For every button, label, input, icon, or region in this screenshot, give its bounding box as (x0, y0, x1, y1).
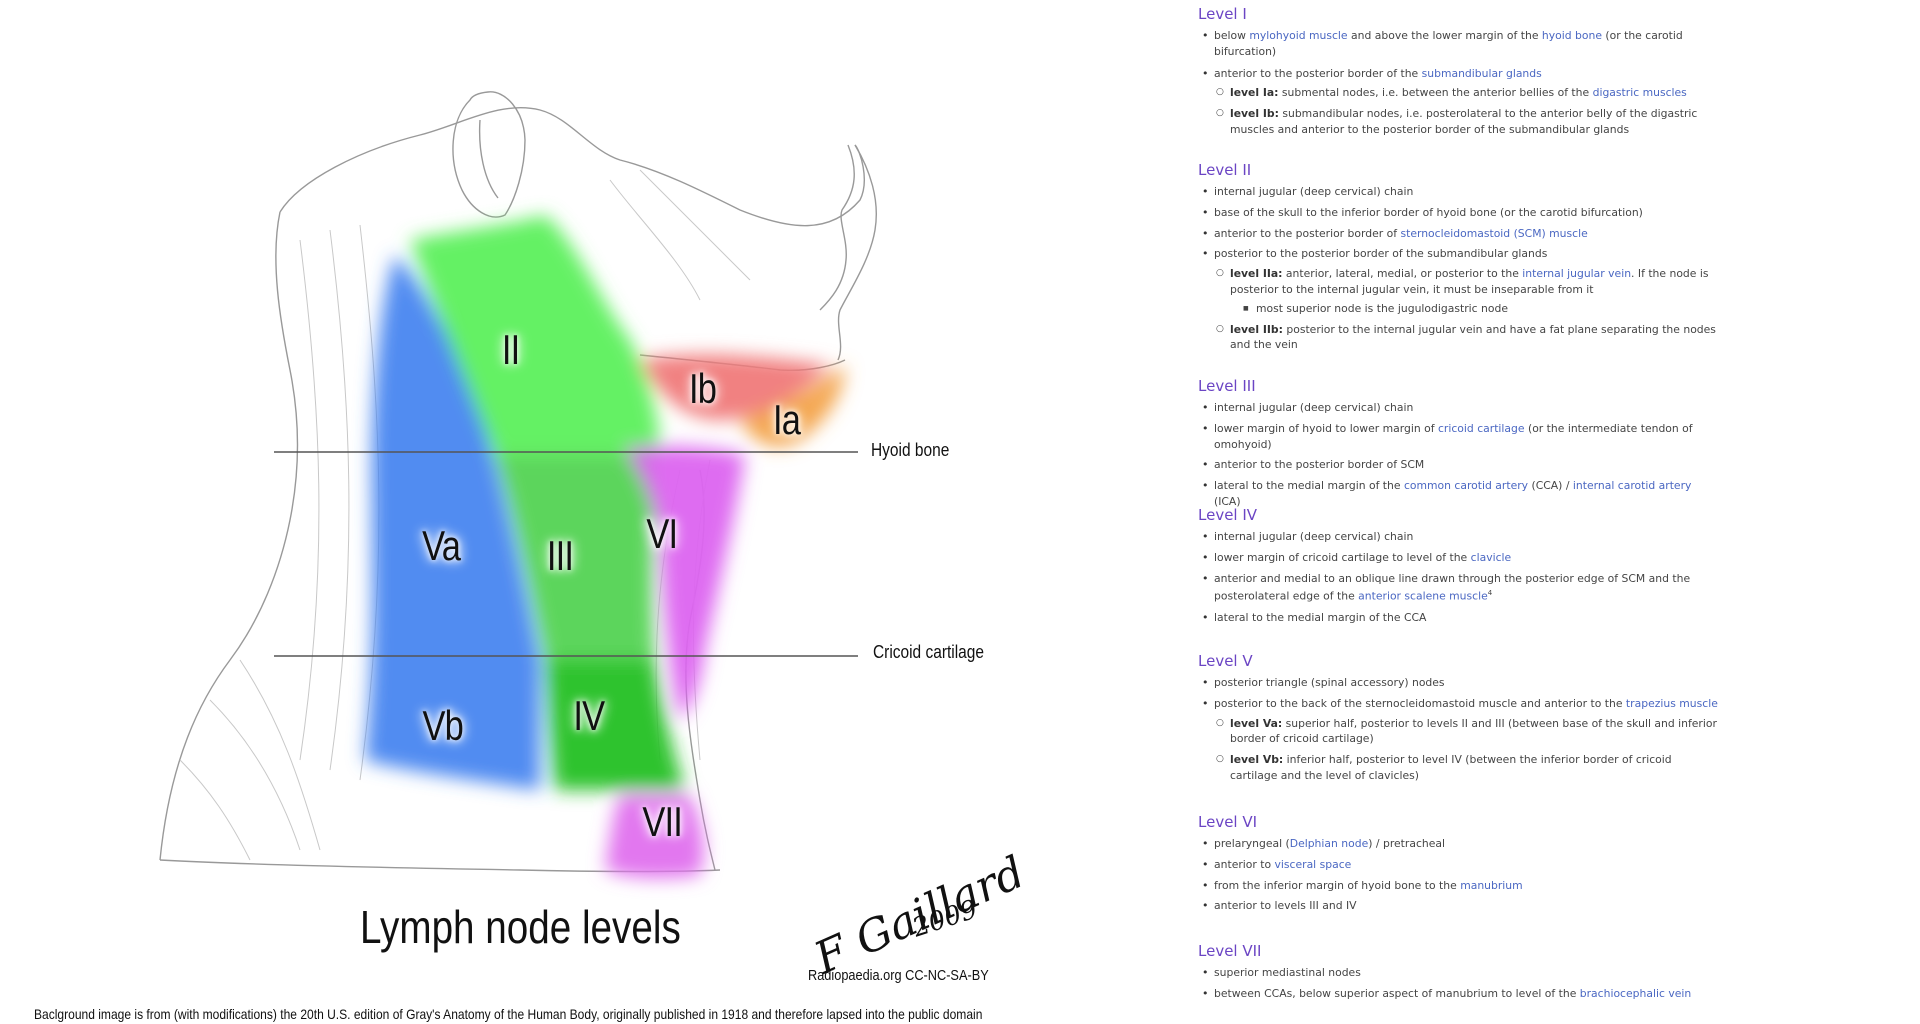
list-item: internal jugular (deep cervical) chain (1198, 529, 1718, 545)
zone-label-iv: IV (573, 692, 605, 739)
list-item: below mylohyoid muscle and above the low… (1198, 28, 1718, 60)
level-v-heading: Level V (1198, 652, 1253, 670)
level-iv-section: Level IV internal jugular (deep cervical… (1198, 505, 1718, 626)
list-item: internal jugular (deep cervical) chain (1198, 400, 1718, 416)
list-item: base of the skull to the inferior border… (1198, 205, 1718, 221)
list-item: posterior triangle (spinal accessory) no… (1198, 675, 1718, 691)
zone-label-ii: II (501, 326, 520, 373)
link-internal-carotid-artery[interactable]: internal carotid artery (1572, 479, 1692, 493)
zone-label-ib: Ib (688, 365, 717, 412)
list-item: lower margin of cricoid cartilage to lev… (1198, 550, 1718, 566)
link-visceral-space[interactable]: visceral space (1274, 857, 1352, 871)
link-internal-jugular-vein[interactable]: internal jugular vein (1522, 267, 1632, 281)
list-item: between CCAs, below superior aspect of m… (1198, 986, 1691, 1002)
zone-label-vb: Vb (422, 702, 463, 749)
list-item: internal jugular (deep cervical) chain (1198, 184, 1718, 200)
level-iv-heading: Level IV (1198, 506, 1258, 524)
list-item: anterior to the posterior border of ster… (1198, 226, 1718, 242)
figure-credit: Radiopaedia.org CC-NC-SA-BY (808, 967, 989, 984)
link-delphian-node[interactable]: Delphian node (1289, 837, 1369, 850)
link-trapezius-muscle[interactable]: trapezius muscle (1625, 696, 1718, 710)
link-digastric-muscles[interactable]: digastric muscles (1592, 86, 1687, 100)
zone-label-vii: VII (642, 798, 683, 845)
level-iii-heading: Level III (1198, 377, 1256, 395)
list-item: anterior to the posterior border of the … (1198, 66, 1718, 138)
zone-ia-shape (740, 365, 845, 447)
list-item: prelaryngeal (Delphian node) / pretrache… (1198, 836, 1523, 852)
level-ii-heading: Level II (1198, 161, 1252, 179)
level-i-section: Level I below mylohyoid muscle and above… (1198, 4, 1718, 138)
zone-vii-shape (605, 795, 705, 879)
zone-label-vi: VI (646, 510, 678, 557)
link-anterior-scalene-muscle[interactable]: anterior scalene muscle (1358, 589, 1488, 603)
zone-vi-shape (625, 446, 745, 720)
footnote-ref[interactable]: 4 (1487, 589, 1493, 598)
zone-label-ia: Ia (772, 396, 801, 443)
link-cricoid-cartilage[interactable]: cricoid cartilage (1438, 421, 1525, 435)
list-item: level IIa: anterior, lateral, medial, or… (1214, 266, 1718, 316)
list-item: anterior to the posterior border of SCM (1198, 457, 1718, 473)
cricoid-cartilage-label: Cricoid cartilage (873, 642, 984, 662)
level-vii-section: Level VII superior mediastinal nodes bet… (1198, 941, 1691, 1002)
link-manubrium[interactable]: manubrium (1460, 878, 1523, 892)
list-item: level Ia: submental nodes, i.e. between … (1214, 85, 1718, 101)
list-item: lateral to the medial margin of the CCA (1198, 610, 1718, 626)
list-item: lateral to the medial margin of the comm… (1198, 478, 1718, 510)
level-vi-section: Level VI prelaryngeal (Delphian node) / … (1198, 812, 1523, 914)
list-item: level Va: superior half, posterior to le… (1214, 716, 1718, 748)
lymph-node-diagram: II Ib Ia Va III VI Vb IV VII Hyoid bone … (34, 91, 1032, 1022)
list-item: lower margin of hyoid to lower margin of… (1198, 421, 1718, 453)
level-vii-heading: Level VII (1198, 942, 1262, 960)
list-item: posterior to the posterior border of the… (1198, 246, 1718, 353)
list-item: level IIb: posterior to the internal jug… (1214, 322, 1718, 354)
link-clavicle[interactable]: clavicle (1470, 550, 1512, 564)
level-i-heading: Level I (1198, 5, 1247, 23)
link-scm-muscle[interactable]: sternocleidomastoid (SCM) muscle (1400, 226, 1588, 240)
list-item: posterior to the back of the sternocleid… (1198, 696, 1718, 784)
link-submandibular-glands[interactable]: submandibular glands (1421, 66, 1542, 80)
list-item: from the inferior margin of hyoid bone t… (1198, 878, 1523, 894)
neck-illustration (159, 91, 877, 879)
list-item: anterior and medial to an oblique line d… (1198, 571, 1718, 605)
level-vi-heading: Level VI (1198, 813, 1258, 831)
link-hyoid-bone[interactable]: hyoid bone (1541, 29, 1602, 42)
list-item: anterior to levels III and IV (1198, 898, 1523, 914)
list-item: level Ib: submandibular nodes, i.e. post… (1214, 106, 1718, 138)
list-item: most superior node is the jugulodigastri… (1240, 301, 1718, 317)
link-mylohyoid-muscle[interactable]: mylohyoid muscle (1249, 29, 1348, 42)
zone-iv-shape (545, 660, 685, 790)
level-v-section: Level V posterior triangle (spinal acces… (1198, 651, 1718, 784)
figure-caption: Baclground image is from (with modificat… (34, 1006, 983, 1022)
hyoid-bone-label: Hyoid bone (871, 440, 950, 460)
zone-label-iii: III (546, 532, 574, 579)
link-brachiocephalic-vein[interactable]: brachiocephalic vein (1579, 986, 1692, 1000)
figure-title: Lymph node levels (360, 901, 681, 953)
list-item: level Vb: inferior half, posterior to le… (1214, 752, 1718, 784)
level-ii-section: Level II internal jugular (deep cervical… (1198, 160, 1718, 353)
zone-ii-shape (410, 215, 660, 455)
list-item: anterior to visceral space (1198, 857, 1523, 873)
level-iii-section: Level III internal jugular (deep cervica… (1198, 376, 1718, 510)
link-common-carotid-artery[interactable]: common carotid artery (1403, 479, 1529, 493)
zone-iii-shape (495, 455, 655, 660)
zone-ib-shape (640, 354, 830, 420)
list-item: superior mediastinal nodes (1198, 965, 1691, 981)
zone-label-va: Va (422, 522, 461, 569)
